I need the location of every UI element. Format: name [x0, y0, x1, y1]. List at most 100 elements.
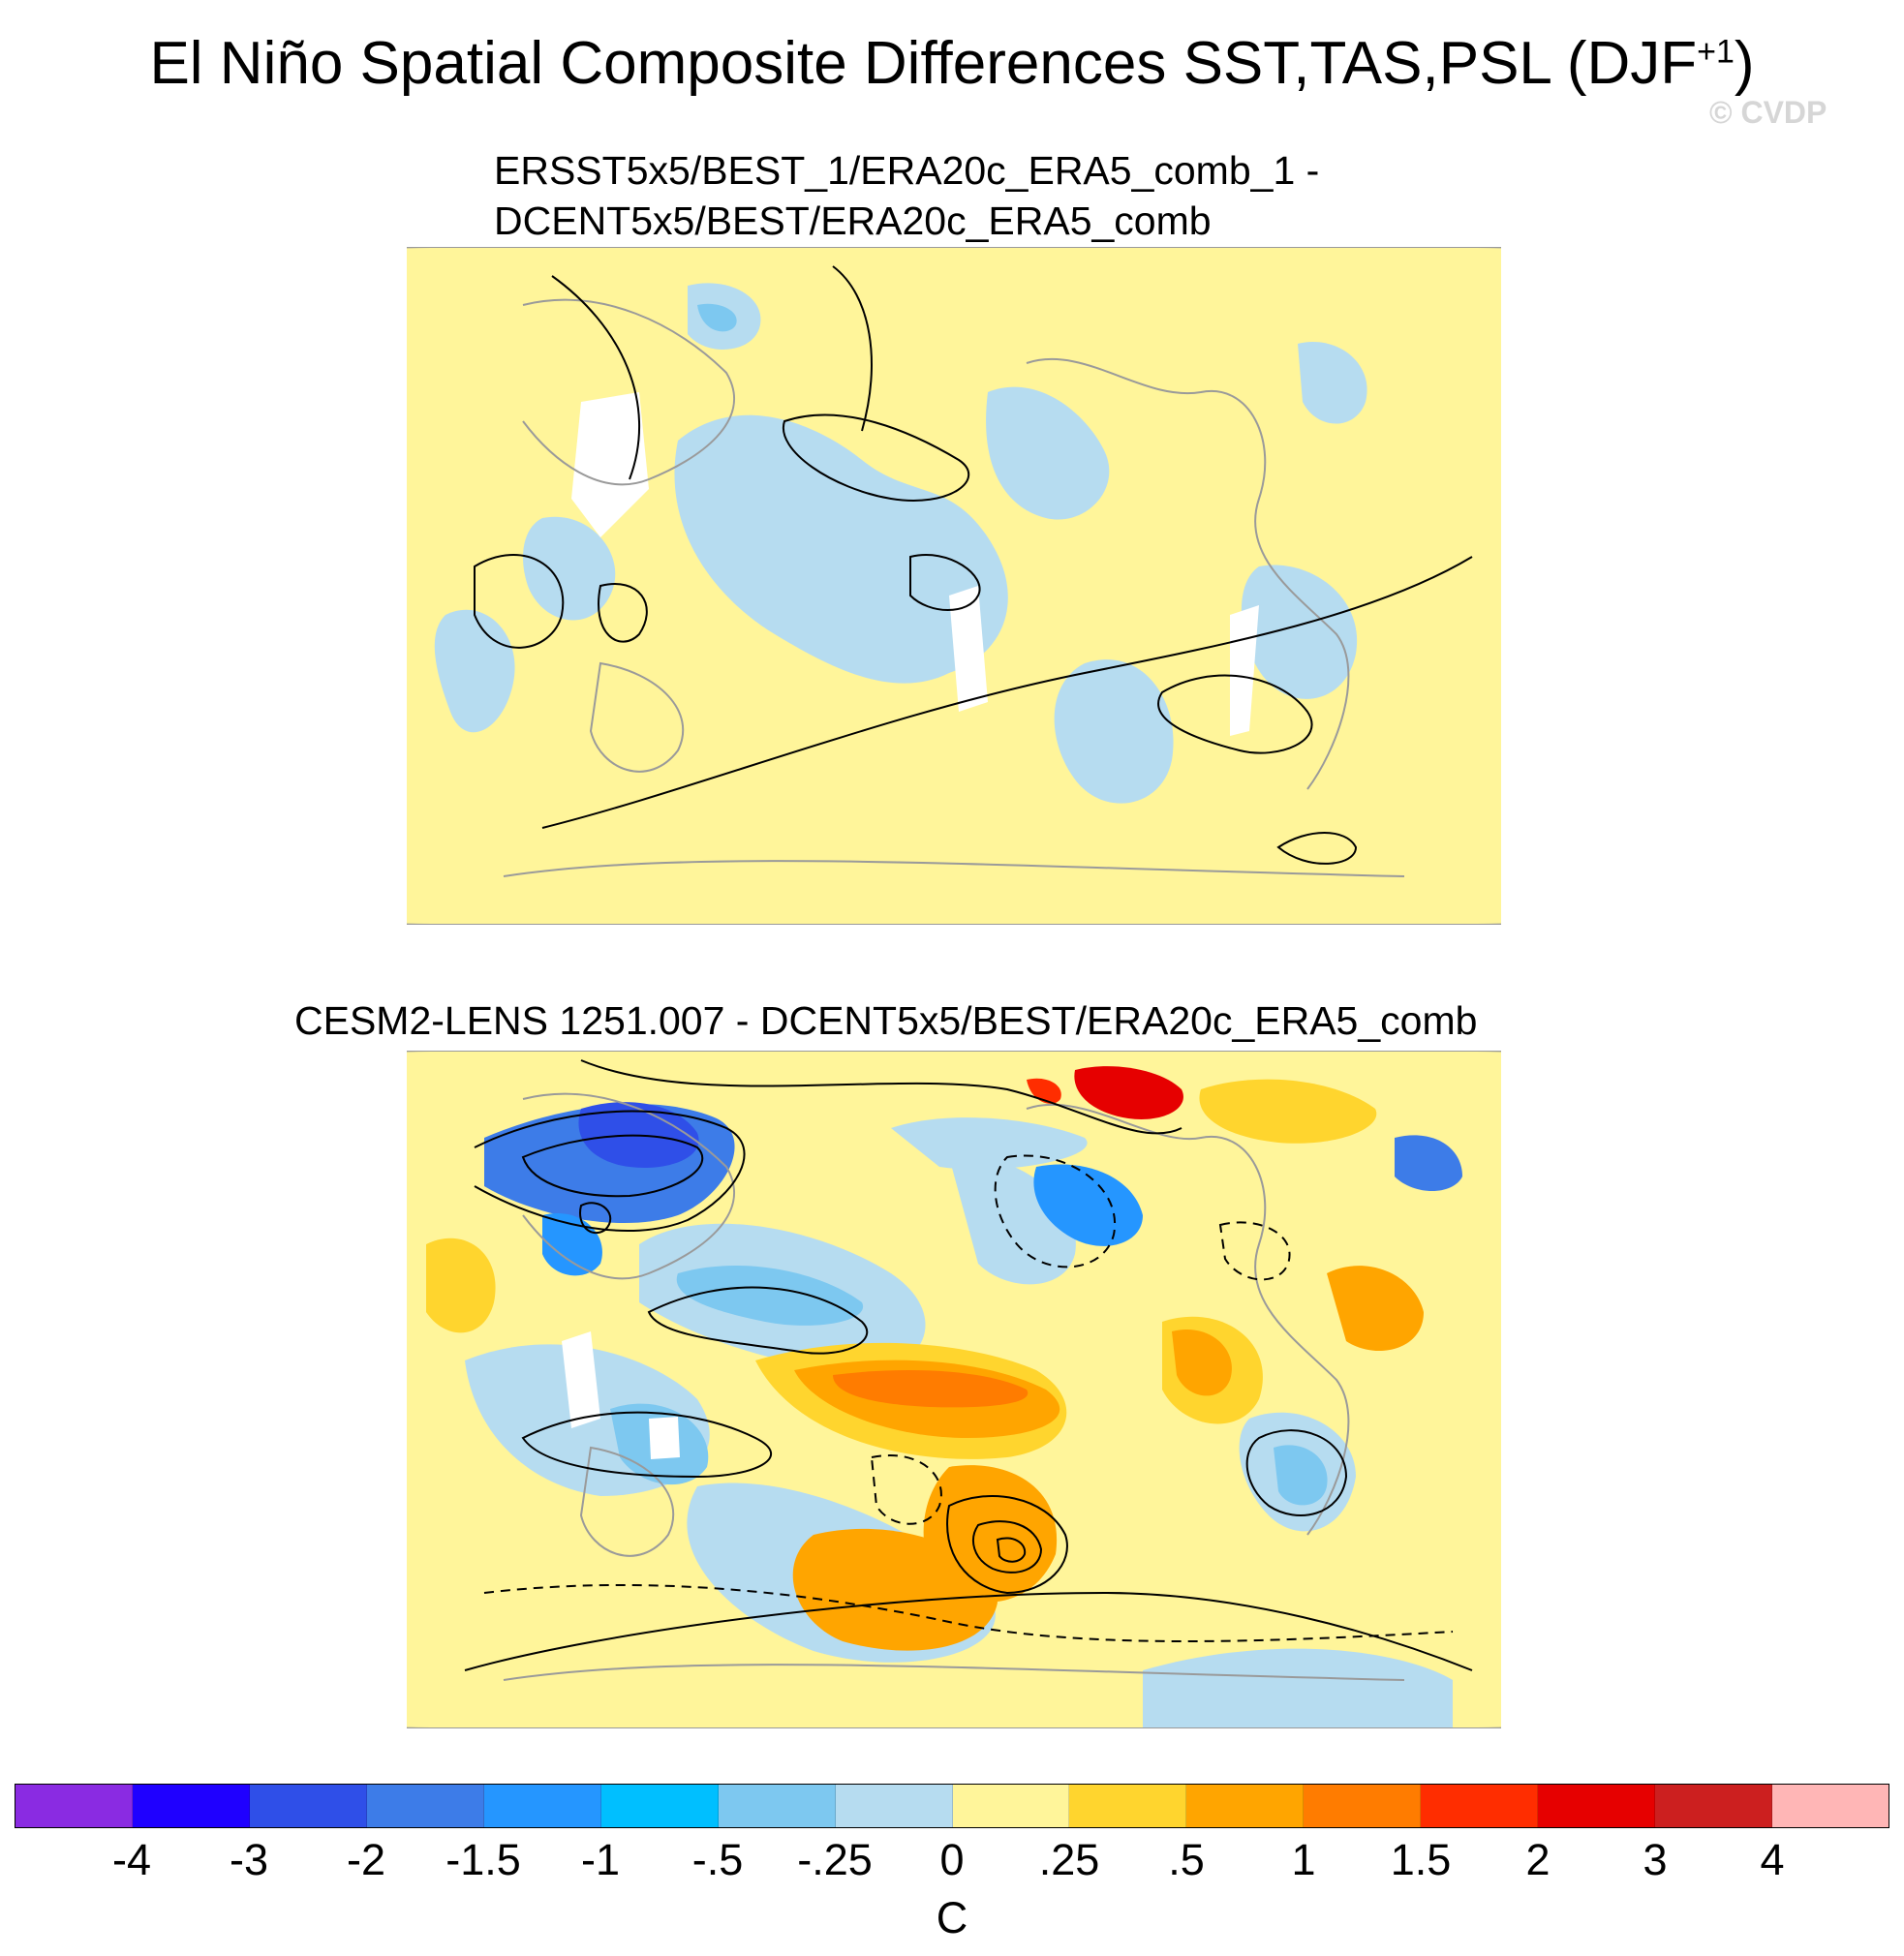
panel-2-red-region [1074, 1066, 1183, 1119]
panel-2-psl-contour [1245, 1429, 1348, 1516]
panel-2-psl-contour [464, 1591, 1473, 1671]
panel-2-orange-region [1327, 1266, 1424, 1351]
panel-2-psl-contour-negative [1218, 1221, 1291, 1281]
colorbar-bin [483, 1785, 601, 1827]
panel-2-psl-contour [647, 1286, 869, 1355]
colorbar-tick-label: .5 [1168, 1835, 1205, 1884]
panel-1-blue-region [697, 303, 737, 332]
panel-2-psl-contour [521, 1411, 772, 1479]
colorbar-tick-label: -1 [580, 1835, 621, 1884]
colorbar-tick-label: -2 [346, 1835, 386, 1884]
panel-1-psl-contour [1157, 674, 1313, 754]
panel-1-white-mask [949, 586, 988, 712]
panel-1-psl-contour [1276, 832, 1358, 865]
panel-2-orange-region [1172, 1329, 1232, 1396]
panel-2-land-outline [522, 1092, 735, 1280]
colorbar-bin [1304, 1785, 1422, 1827]
panel-1-blue-region [1054, 659, 1174, 804]
panel-2-orange-region [426, 1238, 496, 1333]
colorbar [15, 1784, 1889, 1828]
panel-2-psl-contour [580, 1059, 1182, 1135]
panel-2-psl-contour-negative [870, 1454, 942, 1525]
panel-1-psl-contour [909, 554, 981, 611]
panel-2-blue-region [1274, 1445, 1328, 1506]
colorbar-tick-label: -4 [111, 1835, 152, 1884]
colorbar-tick-label: 4 [1760, 1835, 1785, 1884]
panel-1-psl-contour [782, 413, 970, 502]
colorbar-bin [1772, 1785, 1889, 1827]
panel-2-white-mask [562, 1331, 600, 1428]
colorbar-bin [15, 1785, 133, 1827]
panel-1-blue-region [1241, 565, 1358, 699]
colorbar-bin [835, 1785, 953, 1827]
panel-2-orange-region [792, 1528, 998, 1651]
panel-2-blue-region [891, 1117, 1088, 1170]
colorbar-tick-label: .25 [1038, 1835, 1100, 1884]
colorbar-bin [600, 1785, 719, 1827]
panel-2-psl-contour-negative [483, 1583, 1454, 1642]
panel-2-title: CESM2-LENS 1251.007 - DCENT5x5/BEST/ERA2… [294, 995, 1477, 1046]
panel-2-land-outline [579, 1446, 675, 1557]
panel-1-psl-contour [598, 583, 648, 643]
panel-1-psl-contour [541, 556, 1473, 829]
cvdp-watermark: © CVDP [1709, 95, 1827, 130]
panel-1-blue-region [986, 386, 1110, 520]
colorbar-bin [1069, 1785, 1187, 1827]
panel-1-land-outline [522, 298, 735, 486]
panel-2-orange-region [833, 1370, 1029, 1408]
panel-2-psl-contour [996, 1537, 1027, 1563]
colorbar-tick-label: -.5 [691, 1835, 744, 1884]
figure-title: El Niño Spatial Composite Differences SS… [149, 30, 1755, 97]
colorbar-bin [249, 1785, 367, 1827]
panel-2-red-region [1027, 1078, 1061, 1104]
panel-2-title-line-1: CESM2-LENS 1251.007 - DCENT5x5/BEST/ERA2… [294, 998, 1478, 1043]
panel-1-title-line-1: ERSST5x5/BEST_1/ERA20c_ERA5_comb_1 - [494, 148, 1320, 193]
colorbar-bin [1186, 1785, 1305, 1827]
panel-1-land-outline [589, 661, 685, 773]
panel-1-map [407, 247, 1501, 925]
panel-1-psl-contour [832, 265, 873, 432]
colorbar-bin [366, 1785, 484, 1827]
colorbar-tick-label: 1.5 [1390, 1835, 1452, 1884]
colorbar-bin [952, 1785, 1070, 1827]
colorbar-tick-label: -3 [229, 1835, 269, 1884]
panel-2-orange-region [1199, 1079, 1377, 1144]
panel-2-psl-contour-negative [994, 1154, 1117, 1268]
colorbar-tick-label: 3 [1643, 1835, 1668, 1884]
panel-1-title-line-2: DCENT5x5/BEST/ERA20c_ERA5_comb [494, 199, 1212, 243]
panel-1-psl-contour [474, 554, 565, 649]
panel-2-psl-contour [972, 1520, 1043, 1574]
colorbar-tick-labels: -4 -3 -2 -1.5 -1 -.5 -.25 0 .25 .5 1 1.5 2 3 4 [0, 1835, 1904, 1893]
panel-1-blue-region [1298, 342, 1367, 424]
panel-2-land-outline [1026, 1103, 1350, 1536]
panel-2-psl-contour [474, 1110, 746, 1233]
panel-1-land-outline [1026, 357, 1350, 790]
panel-1-land-outline [503, 860, 1405, 877]
panel-2-map [407, 1051, 1501, 1728]
panel-2-land-outline [503, 1664, 1405, 1681]
panel-1-blue-region [523, 516, 616, 621]
colorbar-tick-label: 0 [939, 1835, 965, 1884]
colorbar-tick-label: -1.5 [445, 1835, 521, 1884]
colorbar-bin [1538, 1785, 1656, 1827]
panel-1-title: ERSST5x5/BEST_1/ERA20c_ERA5_comb_1 - DCE… [494, 145, 1319, 246]
panel-2-psl-contour [946, 1495, 1068, 1595]
colorbar-bin [132, 1785, 250, 1827]
panel-1-white-mask [571, 392, 649, 537]
panel-1-psl-contour [551, 275, 641, 480]
panel-2-strong-blue-region [1395, 1135, 1462, 1191]
panel-2-psl-contour [579, 1202, 612, 1235]
panel-2-strong-blue-region [1033, 1164, 1143, 1246]
colorbar-tick-label: -.25 [797, 1835, 873, 1884]
panel-2-blue-region [1143, 1648, 1453, 1728]
colorbar-bin [1655, 1785, 1773, 1827]
colorbar-bin [718, 1785, 836, 1827]
panel-1-blue-region [674, 414, 1008, 684]
panel-2-blue-region [676, 1265, 864, 1326]
panel-2-white-mask [649, 1417, 680, 1459]
colorbar-tick-label: 1 [1291, 1835, 1316, 1884]
colorbar-bin [1421, 1785, 1539, 1827]
colorbar-tick-label: 2 [1525, 1835, 1551, 1884]
colorbar-units: C [936, 1893, 968, 1942]
panel-2-psl-contour [521, 1134, 704, 1198]
